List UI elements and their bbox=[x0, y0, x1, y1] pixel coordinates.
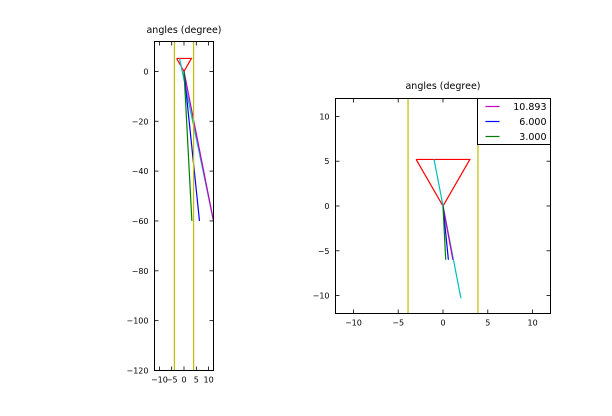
y-tick-label: −120 bbox=[127, 367, 149, 376]
series-line-3 bbox=[183, 71, 214, 222]
series-line-5 bbox=[183, 71, 193, 221]
chart-title: angles (degree) bbox=[405, 81, 480, 92]
y-tick-label: −40 bbox=[132, 167, 149, 176]
x-tick-label: 0 bbox=[181, 376, 186, 385]
y-tick-label: −5 bbox=[318, 247, 330, 256]
plot-area bbox=[407, 98, 479, 314]
legend-label: 6.000 bbox=[519, 117, 546, 128]
legend-label: 10.893 bbox=[513, 102, 546, 113]
x-tick-label: 5 bbox=[485, 319, 490, 328]
x-tick-label: −5 bbox=[166, 376, 178, 385]
y-tick-label: −100 bbox=[127, 317, 149, 326]
legend-label: 3.000 bbox=[519, 132, 546, 143]
x-tick-label: 10 bbox=[527, 319, 537, 328]
x-tick-label: −10 bbox=[345, 319, 362, 328]
series-line-1 bbox=[176, 57, 193, 73]
y-tick-label: −80 bbox=[132, 267, 149, 276]
x-tick-label: −5 bbox=[392, 319, 404, 328]
series-line-3 bbox=[415, 158, 471, 208]
chart-2: −10 −5 0 5 10 10 5 0 −5 −10 angles (degree) 10.893 6… bbox=[313, 81, 551, 328]
y-tick-label: 0 bbox=[143, 67, 148, 76]
x-tick-label: −10 bbox=[151, 376, 168, 385]
plot-area bbox=[173, 41, 214, 371]
series-line-7 bbox=[442, 205, 447, 260]
x-tick-label: 5 bbox=[194, 376, 199, 385]
y-tick-label: 5 bbox=[324, 157, 329, 166]
chart-title: angles (degree) bbox=[146, 25, 221, 36]
x-tick-label: 10 bbox=[203, 376, 213, 385]
y-tick-label: 10 bbox=[319, 112, 329, 121]
y-tick-label: −10 bbox=[313, 292, 330, 301]
y-tick-label: 0 bbox=[324, 202, 329, 211]
y-tick-label: −60 bbox=[132, 217, 149, 226]
legend: 10.893 6.000 3.000 bbox=[477, 98, 551, 145]
series-line-5 bbox=[442, 205, 454, 260]
y-tick-label: −20 bbox=[132, 117, 149, 126]
x-tick-label: 0 bbox=[440, 319, 445, 328]
axes-frame bbox=[154, 41, 214, 371]
series-line-4 bbox=[183, 71, 201, 222]
